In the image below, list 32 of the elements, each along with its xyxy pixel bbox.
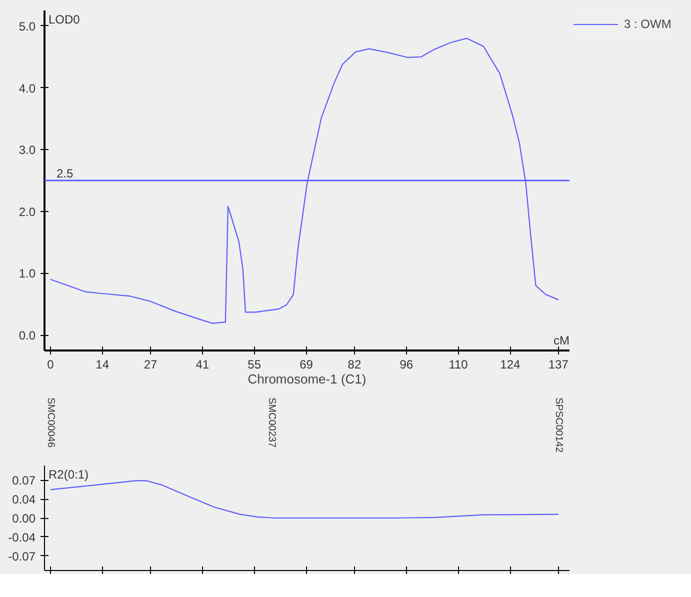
y-tick-label: 0.00 bbox=[12, 512, 36, 526]
x-tick-label: 137 bbox=[548, 358, 569, 372]
x-axis-title: Chromosome-1 (C1) bbox=[248, 372, 366, 386]
text: SPSC00142 bbox=[552, 398, 564, 453]
x-tick-label: 96 bbox=[400, 358, 414, 372]
x-tick-label: 27 bbox=[144, 358, 158, 372]
ref-line-label: 2.5 bbox=[56, 166, 74, 180]
x-tick-label: 82 bbox=[348, 358, 362, 372]
y-tick-label: 2.0 bbox=[18, 204, 36, 219]
y-tick-label: -0.04 bbox=[8, 530, 36, 544]
y-tick-label: 0.0 bbox=[18, 328, 36, 343]
x-tick-label: 14 bbox=[96, 358, 110, 372]
y-tick-label: 5.0 bbox=[18, 19, 36, 34]
text: SMC00046 bbox=[44, 398, 56, 448]
y-tick-label: 3.0 bbox=[18, 143, 36, 158]
x-tick-label: 0 bbox=[47, 358, 54, 372]
y-tick-label: -0.07 bbox=[8, 549, 36, 564]
y-tick-label: 1.0 bbox=[18, 266, 36, 281]
line-series bbox=[50, 480, 559, 519]
y-axis-title: LOD0 bbox=[48, 12, 80, 26]
x-tick-label: 69 bbox=[300, 358, 314, 372]
x-tick-label: 110 bbox=[448, 358, 468, 372]
annotation: cM bbox=[554, 334, 570, 348]
y-tick-label: 4.0 bbox=[18, 81, 36, 96]
y-axis-title: R2(0:1) bbox=[48, 468, 89, 482]
y-tick-label: 0.07 bbox=[12, 474, 36, 488]
text: SMC00237 bbox=[266, 398, 277, 448]
x-tick-label: 124 bbox=[500, 358, 521, 372]
x-tick-label: 41 bbox=[196, 358, 210, 372]
x-tick-label: 55 bbox=[248, 358, 262, 372]
legend-label: 3 : OWM bbox=[624, 17, 672, 31]
y-tick-label: 0.04 bbox=[12, 492, 36, 507]
